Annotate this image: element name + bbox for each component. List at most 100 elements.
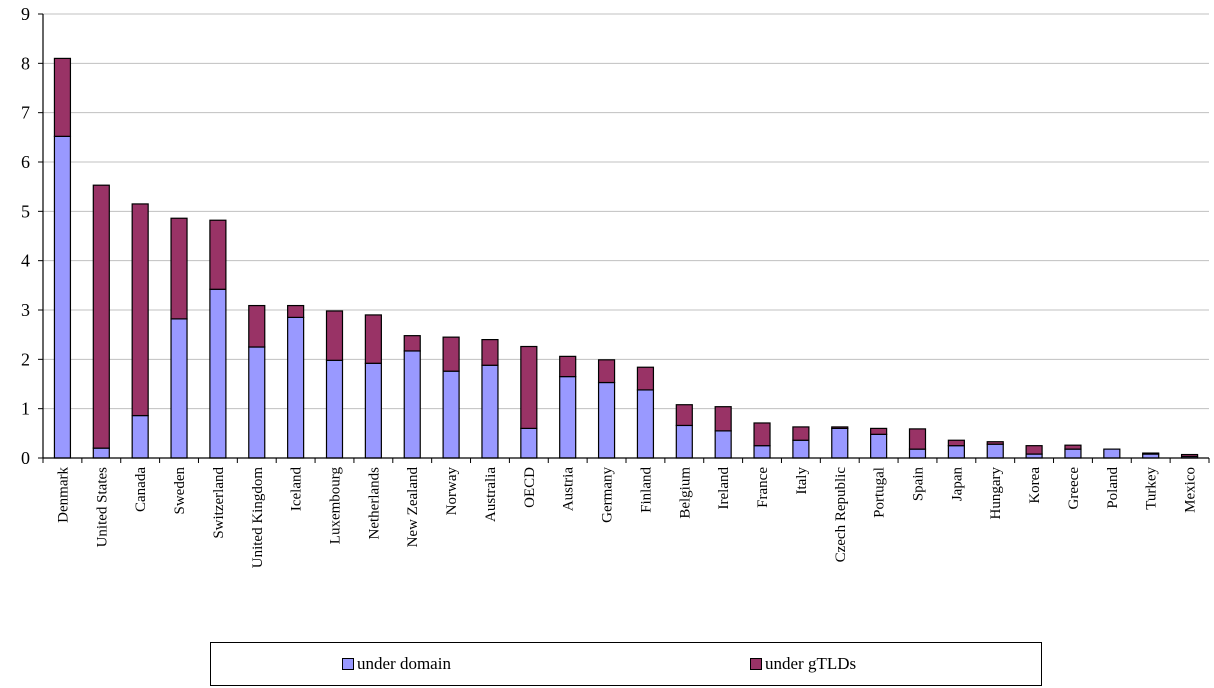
category-label: Iceland	[289, 467, 305, 512]
category-label: Canada	[133, 467, 149, 512]
category-label: Belgium	[677, 467, 693, 519]
bar-under-gtlds	[947, 439, 965, 447]
bar-under-gtlds	[209, 219, 227, 290]
bar-under-gtlds	[870, 427, 888, 435]
bar-under-gtlds	[442, 336, 460, 372]
bar-under-gtlds	[92, 184, 110, 449]
legend-item-under-gtlds: under gTLDs	[750, 654, 856, 674]
category-label: Poland	[1105, 467, 1121, 509]
chart-legend: under domain under gTLDs	[210, 642, 1042, 686]
category-label: Finland	[638, 467, 654, 513]
category-label: France	[755, 467, 771, 508]
category-label: Sweden	[172, 467, 188, 515]
bar-under-gtlds	[170, 217, 188, 320]
bar-under-domain	[53, 135, 72, 459]
bar-under-domain	[325, 359, 344, 459]
bar-under-gtlds	[792, 426, 810, 441]
category-label: Luxembourg	[328, 467, 344, 545]
bar-under-domain	[559, 376, 577, 459]
category-label: Austria	[561, 467, 577, 512]
category-label: Denmark	[55, 467, 71, 523]
bar-under-domain	[636, 389, 655, 459]
bar-chart: 0 1 2 3 4 5 6 7 8 9 Denmark United States Canada Swed…	[21, 4, 1210, 569]
legend-label-under-domain: under domain	[357, 654, 451, 673]
bar-under-gtlds	[986, 441, 1004, 445]
bar-under-gtlds	[248, 304, 266, 348]
bar-under-gtlds	[714, 406, 732, 432]
bar-under-domain	[831, 427, 849, 459]
category-label: Portugal	[872, 467, 888, 518]
bar-under-gtlds	[1064, 444, 1082, 450]
bar-under-domain	[908, 448, 927, 459]
category-label: Netherlands	[366, 467, 382, 540]
category-label: Greece	[1066, 467, 1082, 510]
bar-under-domain	[870, 433, 888, 459]
bar-under-gtlds	[131, 203, 149, 417]
bar-under-gtlds	[831, 426, 849, 430]
category-label: Japan	[949, 467, 965, 502]
bar-under-domain	[520, 427, 538, 459]
bar-under-domain	[287, 316, 305, 459]
bar-under-domain	[947, 445, 965, 459]
bar-under-gtlds	[559, 355, 577, 378]
bar-under-gtlds	[1180, 453, 1199, 458]
y-tick-label: 9	[21, 4, 30, 24]
bar-under-gtlds	[636, 366, 655, 391]
bar-under-domain	[597, 381, 616, 459]
bar-under-gtlds	[287, 304, 305, 318]
category-label: Hungary	[988, 467, 1004, 520]
y-tick-label: 8	[21, 53, 30, 73]
category-label: Czech Republic	[833, 467, 849, 563]
category-label: New Zealand	[405, 467, 421, 548]
bar-under-domain	[92, 447, 110, 459]
bar-under-domain	[675, 424, 693, 459]
category-label: Turkey	[1144, 467, 1160, 510]
category-label: Switzerland	[211, 467, 227, 539]
y-tick-label: 2	[21, 349, 30, 369]
bar-under-domain	[753, 445, 771, 459]
y-tick-label: 5	[21, 201, 30, 221]
bar-under-gtlds	[908, 428, 927, 450]
category-label: Germany	[600, 467, 616, 523]
bar-under-gtlds	[364, 314, 382, 364]
legend-swatch-under-domain	[342, 658, 354, 670]
legend-swatch-under-gtlds	[750, 658, 762, 670]
bar-under-domain	[248, 346, 266, 459]
bar-under-gtlds	[597, 359, 616, 384]
bar-under-domain	[714, 430, 732, 459]
category-label: Italy	[794, 467, 810, 495]
y-tick-label: 6	[21, 152, 30, 172]
bar-under-gtlds	[1025, 445, 1043, 455]
bar-under-gtlds	[53, 57, 72, 137]
bar-under-domain	[1064, 448, 1082, 459]
category-label: OECD	[522, 467, 538, 508]
category-label: Norway	[444, 467, 460, 516]
bar-under-domain	[131, 414, 149, 459]
legend-label-under-gtlds: under gTLDs	[765, 654, 857, 673]
bar-under-domain	[364, 362, 382, 459]
y-tick-label: 1	[21, 399, 30, 419]
bar-under-gtlds	[481, 339, 499, 366]
bar-under-gtlds	[675, 404, 693, 427]
y-tick-label: 0	[21, 448, 30, 468]
category-label: Spain	[911, 467, 927, 502]
legend-item-under-domain: under domain	[342, 654, 451, 674]
bar-under-gtlds	[403, 335, 421, 352]
bar-under-gtlds	[325, 310, 344, 361]
bar-under-gtlds	[1142, 452, 1160, 455]
category-label: Mexico	[1183, 467, 1199, 513]
bar-under-domain	[403, 350, 421, 459]
bar-under-domain	[170, 318, 188, 459]
category-label: United Kingdom	[250, 467, 266, 569]
y-tick-label: 7	[21, 103, 30, 123]
category-label: Korea	[1027, 467, 1043, 504]
bar-under-domain	[1103, 448, 1121, 459]
bar-under-domain	[442, 370, 460, 459]
bar-under-domain	[792, 439, 810, 459]
bar-under-domain	[481, 364, 499, 459]
y-tick-label: 4	[21, 251, 30, 271]
category-label: Ireland	[716, 467, 732, 510]
bar-under-domain	[986, 443, 1004, 459]
bar-under-gtlds	[520, 345, 538, 429]
category-label: United States	[94, 467, 110, 548]
